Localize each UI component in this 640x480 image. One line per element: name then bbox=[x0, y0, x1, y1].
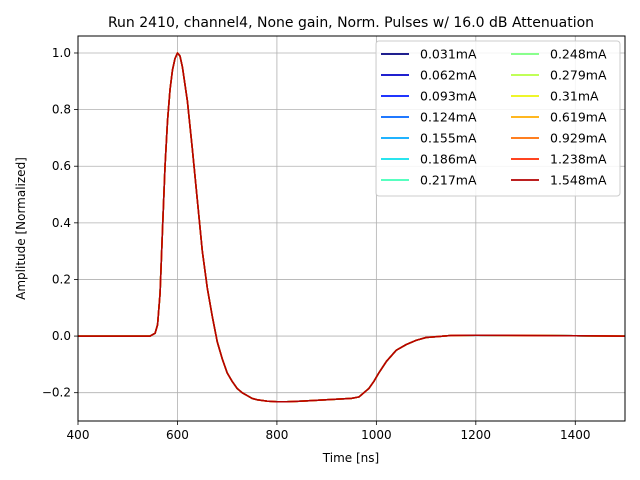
y-axis-ticks: −0.2 0.0 0.2 0.4 0.6 0.8 1.0 bbox=[42, 46, 78, 400]
axes-frame bbox=[77, 35, 626, 422]
y-tick-label: 1.0 bbox=[52, 46, 71, 60]
legend: 0.031mA 0.062mA 0.093mA 0.124mA 0.155mA 0.186… bbox=[375, 40, 621, 197]
legend-label: 0.929mA bbox=[550, 131, 607, 146]
y-tick-label: 0.2 bbox=[52, 272, 71, 286]
legend-label: 0.155mA bbox=[420, 131, 477, 146]
legend-label: 0.062mA bbox=[420, 68, 477, 83]
x-tick-label: 1000 bbox=[361, 428, 392, 442]
x-axis-ticks: 400 600 800 1000 1200 1400 bbox=[67, 421, 591, 442]
legend-label: 0.186mA bbox=[420, 152, 477, 167]
legend-box bbox=[375, 40, 621, 197]
legend-label: 1.548mA bbox=[550, 173, 607, 188]
x-tick-label: 800 bbox=[265, 428, 288, 442]
legend-label: 0.279mA bbox=[550, 68, 607, 83]
y-tick-label: 0.0 bbox=[52, 329, 71, 343]
x-tick-label: 1200 bbox=[461, 428, 492, 442]
y-tick-label: −0.2 bbox=[42, 386, 71, 400]
series-line-13 bbox=[78, 52, 626, 403]
x-tick-label: 600 bbox=[166, 428, 189, 442]
x-axis-label: Time [ns] bbox=[322, 451, 379, 465]
legend-label: 0.031mA bbox=[420, 47, 477, 62]
legend-label: 0.093mA bbox=[420, 89, 477, 104]
legend-label: 0.619mA bbox=[550, 110, 607, 125]
chart-title: Run 2410, channel4, None gain, Norm. Pul… bbox=[108, 15, 594, 31]
y-axis-label: Amplitude [Normalized] bbox=[14, 157, 28, 300]
y-tick-label: 0.6 bbox=[52, 159, 71, 173]
x-tick-label: 400 bbox=[67, 428, 90, 442]
y-tick-label: 0.8 bbox=[52, 103, 71, 117]
x-tick-label: 1400 bbox=[560, 428, 591, 442]
y-tick-label: 0.4 bbox=[52, 216, 71, 230]
legend-label: 0.31mA bbox=[550, 89, 599, 104]
series-lines bbox=[78, 52, 626, 403]
legend-label: 0.248mA bbox=[550, 47, 607, 62]
legend-label: 0.124mA bbox=[420, 110, 477, 125]
legend-label: 1.238mA bbox=[550, 152, 607, 167]
legend-label: 0.217mA bbox=[420, 173, 477, 188]
